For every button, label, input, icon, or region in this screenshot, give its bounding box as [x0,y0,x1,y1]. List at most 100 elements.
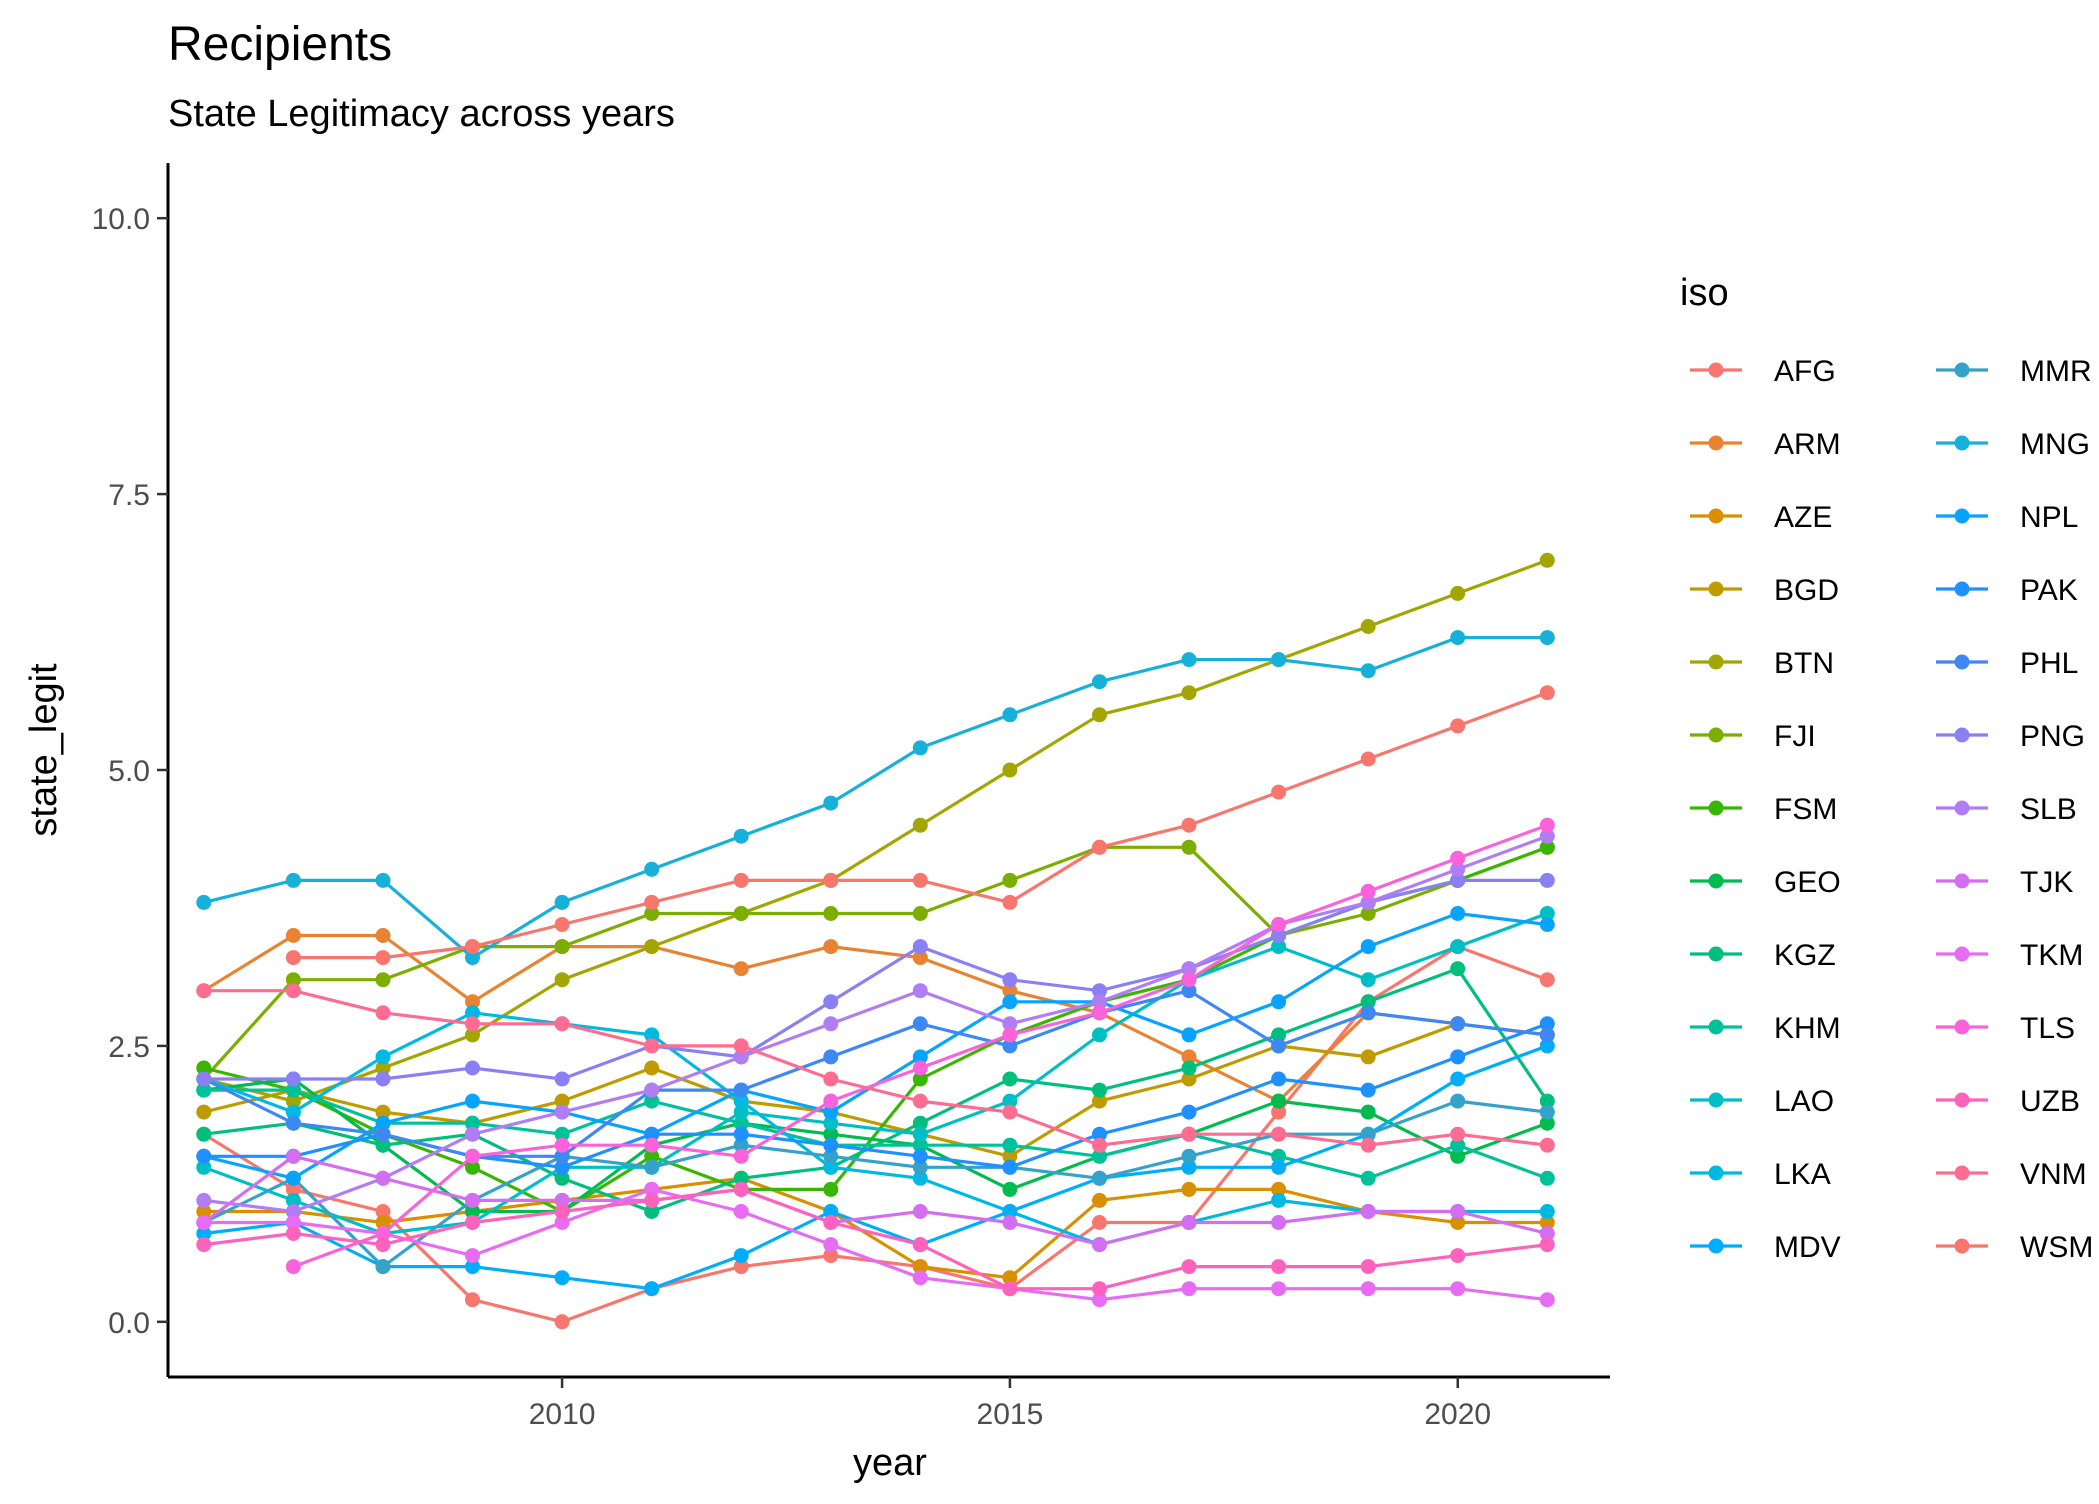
x-tick-label: 2020 [1424,1398,1491,1431]
data-point-uzb [1092,1281,1107,1297]
data-point-npl [823,1104,839,1120]
legend-key-point [1954,1165,1970,1181]
data-point-tkm [733,1204,749,1219]
legend-item-slb: SLB [1936,793,2077,826]
data-point-tjk [1360,1204,1376,1219]
data-point-tls [465,1148,480,1164]
data-point-khm [912,1137,928,1153]
data-point-vnm [1450,1126,1466,1142]
data-point-afg [554,1314,570,1330]
data-point-vnm [1539,1137,1555,1153]
data-point-wsm [912,872,928,888]
data-point-khm [465,1115,480,1131]
legend-key-point [1954,1019,1970,1035]
data-point-mdv [1181,1159,1197,1175]
data-point-kgz [1271,1027,1287,1043]
data-point-tkm [1181,1281,1197,1297]
data-point-vnm [912,1093,928,1109]
data-point-wsm [1181,817,1197,833]
data-point-lka [823,1159,839,1175]
data-point-mmr [733,1137,749,1153]
series-line-png [203,878,1548,1081]
data-point-kgz [375,1137,391,1153]
data-point-tkm [1539,1292,1555,1308]
series-line-khm [203,1088,1548,1180]
data-point-slb [1539,828,1555,844]
legend-label: UZB [2020,1085,2080,1118]
data-point-arm [823,939,839,955]
legend-label: TLS [2020,1012,2075,1045]
legend-item-afg: AFG [1690,355,1836,388]
legend-label: GEO [1774,866,1841,899]
data-point-fji [644,906,660,921]
data-point-khm [1450,1137,1466,1153]
data-point-mng [1181,652,1197,668]
y-tick-label: 7.5 [108,479,150,512]
legend-label: LKA [1774,1158,1831,1191]
data-point-pak [1539,1016,1555,1032]
legend-item-mng: MNG [1936,428,2090,461]
data-point-png [554,1071,570,1087]
data-point-lka [644,1027,660,1043]
series-line-phl [203,989,1548,1158]
data-point-btn [1360,619,1376,634]
data-point-afg [375,1204,391,1219]
data-point-tls [823,1093,839,1109]
legend-key-point [1708,1019,1724,1035]
data-point-phl [1360,1005,1376,1021]
x-axis-label: year [853,1442,927,1484]
legend-label: VNM [2020,1158,2087,1191]
data-point-mng [912,740,928,756]
series-line-lka [203,1011,1548,1247]
data-point-btn [1539,552,1555,568]
legend-label: BTN [1774,647,1834,680]
data-point-bgd [1360,1049,1376,1065]
legend-item-aze: AZE [1690,501,1832,534]
data-point-uzb [912,1237,928,1253]
legend-label: WSM [2020,1231,2093,1264]
data-point-vnm [196,983,212,999]
data-point-btn [644,939,660,955]
legend-key-point [1708,654,1724,670]
data-point-aze [1271,1181,1287,1197]
legend-label: PHL [2020,647,2078,680]
data-point-lka [465,1005,480,1021]
data-point-khm [644,1093,660,1109]
data-point-uzb [733,1181,749,1197]
series-line-mdv [203,1044,1548,1291]
data-point-slb [644,1082,660,1098]
data-point-npl [1181,1027,1197,1043]
data-point-fsm [912,1071,928,1087]
data-point-png [375,1071,391,1087]
data-point-phl [375,1126,391,1142]
data-point-phl [1002,1038,1018,1054]
data-point-bgd [1002,1148,1018,1164]
data-point-mdv [554,1270,570,1286]
data-point-khm [1271,1148,1287,1164]
data-point-lao [196,1159,212,1175]
data-point-tls [1092,1005,1107,1021]
data-point-pak [912,1148,928,1164]
data-point-mng [1360,663,1376,679]
legend-key-point [1954,435,1970,451]
data-point-tkm [644,1181,660,1197]
data-point-btn [912,817,928,833]
data-point-tjk [912,1204,928,1219]
data-point-kgz [733,1170,749,1186]
data-point-geo [823,1126,839,1142]
series-lines [202,558,1549,1324]
legend-label: LAO [1774,1085,1834,1118]
legend-item-tkm: TKM [1936,939,2083,972]
data-point-uzb [196,1237,212,1253]
data-point-slb [733,1049,749,1065]
data-point-arm [912,950,928,966]
data-point-lka [733,1093,749,1109]
data-point-mng [375,872,391,888]
series-line-slb [203,834,1548,1214]
data-point-tjk [1181,1215,1197,1230]
legend-key-point [1708,873,1724,889]
legend-item-pak: PAK [1936,574,2078,607]
data-point-mdv [1539,1038,1555,1054]
data-point-bgd [1181,1071,1197,1087]
